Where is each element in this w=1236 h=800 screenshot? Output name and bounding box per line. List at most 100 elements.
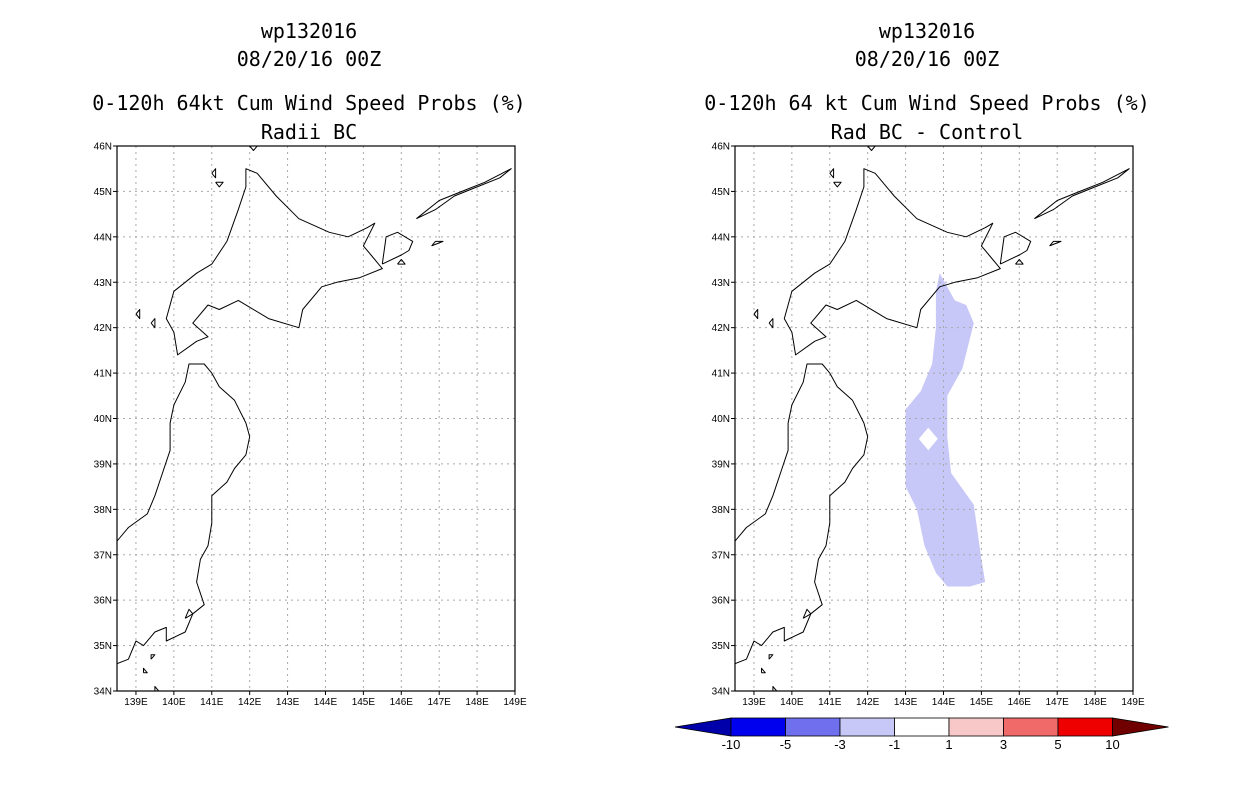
coastline bbox=[802, 608, 812, 619]
coastline bbox=[154, 686, 160, 691]
y-tick-label: 44N bbox=[712, 232, 730, 243]
coastline bbox=[783, 168, 1001, 356]
x-tick-label: 140E bbox=[162, 697, 186, 708]
colorbar-label: 1 bbox=[945, 737, 952, 752]
y-tick-label: 35N bbox=[712, 641, 730, 652]
colorbar-label: -5 bbox=[780, 737, 792, 752]
right-map-panel: 34N 35N 36N 37N 38N 39N 40N 41N 42N 43N 44N 45N 46N 1… bbox=[712, 142, 1145, 709]
y-tick-label: 40N bbox=[94, 414, 112, 425]
right-date: 08/20/16 00Z bbox=[855, 47, 1000, 71]
colorbar-segment bbox=[839, 717, 895, 737]
y-tick-label: 40N bbox=[712, 414, 730, 425]
left-subtitle: Radii BC bbox=[261, 120, 357, 144]
colorbar: -10 -5 -3 -1 1 3 5 10 bbox=[674, 717, 1169, 752]
coastline bbox=[829, 168, 835, 179]
coastline bbox=[514, 154, 515, 165]
coastline bbox=[735, 363, 869, 665]
coastline bbox=[1015, 259, 1024, 265]
map-plot-area bbox=[735, 146, 1133, 691]
x-tick-label: 146E bbox=[1008, 697, 1032, 708]
y-tick-label: 42N bbox=[712, 323, 730, 334]
x-tick-label: 149E bbox=[503, 697, 527, 708]
x-tick-label: 139E bbox=[742, 697, 766, 708]
y-tick-label: 38N bbox=[94, 505, 112, 516]
colorbar-segment bbox=[1057, 717, 1113, 737]
coastline bbox=[184, 608, 194, 619]
right-storm-id: wp132016 bbox=[879, 19, 975, 43]
coastline bbox=[211, 168, 217, 179]
right-subtitle: Rad BC - Control bbox=[831, 120, 1024, 144]
y-tick-label: 36N bbox=[712, 596, 730, 607]
x-tick-label: 147E bbox=[428, 697, 452, 708]
coastline bbox=[150, 654, 156, 660]
left-map-panel: 34N 35N 36N 37N 38N 39N 40N 41N 42N 43N 44N 45N 46N 1… bbox=[94, 142, 527, 709]
y-tick-label: 46N bbox=[712, 142, 730, 153]
y-tick-label: 41N bbox=[94, 369, 112, 380]
coastline bbox=[215, 181, 224, 188]
y-tick-label: 43N bbox=[94, 278, 112, 289]
x-tick-label: 143E bbox=[894, 697, 918, 708]
coastline bbox=[833, 181, 842, 188]
colorbar-segment bbox=[1003, 717, 1059, 737]
y-tick-label: 43N bbox=[712, 278, 730, 289]
coastline bbox=[431, 240, 444, 247]
x-tick-label: 144E bbox=[314, 697, 338, 708]
coastline bbox=[772, 686, 778, 691]
y-tick-label: 38N bbox=[712, 505, 730, 516]
y-tick-label: 37N bbox=[712, 550, 730, 561]
colorbar-label: -3 bbox=[834, 737, 846, 752]
y-tick-label: 42N bbox=[94, 323, 112, 334]
colorbar-segment bbox=[894, 717, 950, 737]
x-tick-label: 142E bbox=[238, 697, 262, 708]
y-tick-label: 35N bbox=[94, 641, 112, 652]
coastline bbox=[150, 318, 156, 329]
y-tick-label: 36N bbox=[94, 596, 112, 607]
left-storm-id: wp132016 bbox=[261, 19, 357, 43]
coastline bbox=[999, 231, 1032, 265]
x-tick-label: 149E bbox=[1121, 697, 1145, 708]
coastline bbox=[753, 309, 759, 320]
colorbar-label: 3 bbox=[1000, 737, 1007, 752]
x-tick-label: 147E bbox=[1046, 697, 1070, 708]
coastline bbox=[1132, 154, 1133, 165]
coastline bbox=[165, 168, 383, 356]
colorbar-label: 5 bbox=[1054, 737, 1061, 752]
y-tick-label: 34N bbox=[94, 687, 112, 698]
x-tick-label: 142E bbox=[856, 697, 880, 708]
y-tick-label: 39N bbox=[94, 459, 112, 470]
x-tick-label: 144E bbox=[932, 697, 956, 708]
colorbar-label: 10 bbox=[1105, 737, 1119, 752]
x-tick-label: 141E bbox=[200, 697, 224, 708]
colorbar-label: -10 bbox=[722, 737, 741, 752]
x-tick-label: 145E bbox=[352, 697, 376, 708]
left-date: 08/20/16 00Z bbox=[237, 47, 382, 71]
coastline bbox=[117, 363, 251, 665]
probability-shaded-region bbox=[905, 273, 986, 587]
colorbar-left-arrow bbox=[674, 717, 732, 737]
x-tick-label: 140E bbox=[780, 697, 804, 708]
x-tick-label: 148E bbox=[1083, 697, 1107, 708]
y-tick-label: 37N bbox=[94, 550, 112, 561]
right-title: 0-120h 64 kt Cum Wind Speed Probs (%) bbox=[704, 91, 1150, 115]
x-tick-label: 139E bbox=[124, 697, 148, 708]
colorbar-label: -1 bbox=[889, 737, 901, 752]
y-tick-label: 46N bbox=[94, 142, 112, 153]
coastline bbox=[143, 667, 148, 674]
left-title: 0-120h 64kt Cum Wind Speed Probs (%) bbox=[92, 91, 525, 115]
coastline bbox=[768, 318, 774, 329]
y-tick-label: 41N bbox=[712, 369, 730, 380]
coastline bbox=[381, 231, 414, 265]
coastline bbox=[768, 654, 774, 660]
colorbar-right-arrow bbox=[1112, 717, 1169, 737]
x-tick-label: 145E bbox=[970, 697, 994, 708]
coastline bbox=[1049, 240, 1062, 247]
coastline bbox=[397, 259, 406, 265]
colorbar-segment bbox=[785, 717, 841, 737]
map-plot-area bbox=[117, 146, 515, 691]
coastline bbox=[1034, 168, 1130, 220]
y-tick-label: 45N bbox=[712, 187, 730, 198]
x-tick-label: 141E bbox=[818, 697, 842, 708]
x-tick-label: 143E bbox=[276, 697, 300, 708]
coastline bbox=[249, 146, 258, 151]
